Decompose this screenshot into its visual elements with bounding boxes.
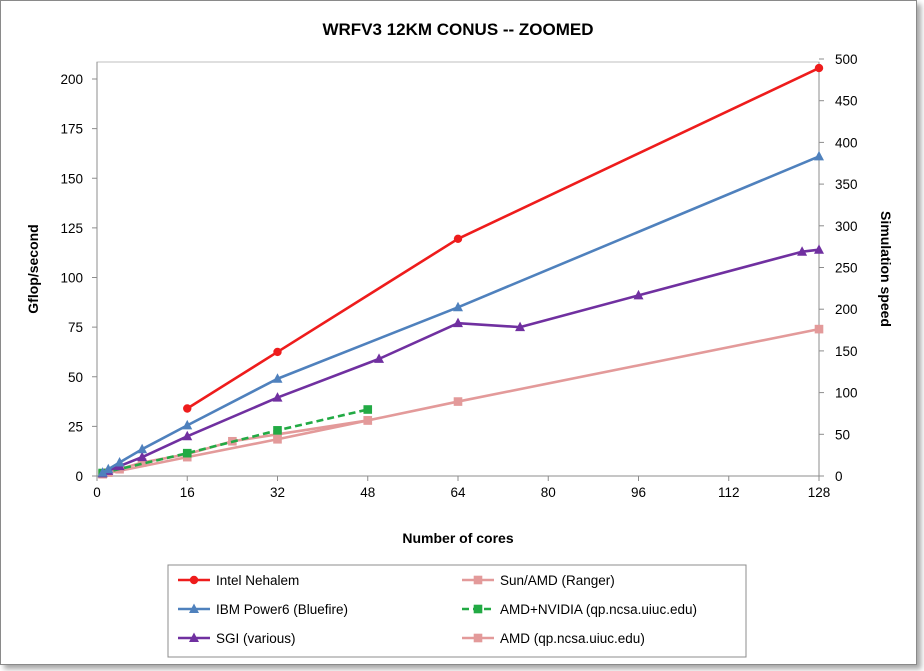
- data-point: [272, 392, 283, 402]
- y2-tick-label: 250: [835, 261, 858, 276]
- legend-swatch-marker: [473, 633, 483, 643]
- plot-area-border: [96, 61, 820, 477]
- data-point: [797, 246, 808, 256]
- y-tick-label: 100: [60, 271, 83, 286]
- legend-label: IBM Power6 (Bluefire): [216, 602, 348, 617]
- y2-tick-label: 300: [835, 219, 858, 234]
- data-point: [453, 397, 463, 406]
- data-point: [97, 467, 108, 477]
- data-point: [814, 63, 824, 73]
- legend-entry: AMD+NVIDIA (qp.ncsa.uiuc.edu): [462, 602, 697, 617]
- y-tick-label: 125: [60, 221, 83, 236]
- data-point: [273, 347, 282, 357]
- y-tick-label: 150: [60, 171, 83, 186]
- y2-tick-label: 450: [835, 94, 858, 109]
- series-ibm-power6-bluefire-: [97, 150, 824, 477]
- x-tick-label: 48: [360, 485, 375, 500]
- series-line: [102, 419, 369, 476]
- y-tick-label: 75: [68, 320, 83, 335]
- x-tick-label: 96: [631, 485, 646, 500]
- legend: Intel Nehalem Sun/AMD (Ranger) IBM Power6 …: [178, 573, 697, 646]
- legend-entry: IBM Power6 (Bluefire): [178, 602, 348, 617]
- y2-tick-label: 500: [835, 52, 858, 67]
- legend-label: Sun/AMD (Ranger): [500, 573, 615, 588]
- data-point: [273, 434, 282, 444]
- legend-swatch-marker: [473, 575, 483, 585]
- legend-swatch-marker: [189, 575, 199, 585]
- data-point: [374, 353, 385, 363]
- legend-entry: SGI (various): [178, 631, 296, 646]
- data-point: [103, 463, 114, 474]
- legend-label: SGI (various): [216, 631, 296, 646]
- x-tick-label: 80: [541, 485, 556, 500]
- data-point: [182, 419, 193, 430]
- data-point: [182, 448, 192, 458]
- legend-label: AMD+NVIDIA (qp.ncsa.uiuc.edu): [500, 602, 697, 617]
- data-point: [633, 289, 644, 300]
- series-line: [102, 408, 369, 475]
- data-point: [137, 458, 147, 467]
- y2-tick-label: 200: [835, 302, 858, 317]
- series-lines: [97, 63, 824, 479]
- y-tick-label: 175: [60, 122, 83, 137]
- y2-tick-label: 0: [835, 469, 843, 484]
- y2-tick-label: 350: [835, 177, 858, 192]
- data-point: [453, 234, 463, 243]
- data-point: [182, 430, 193, 441]
- legend-entry: Sun/AMD (Ranger): [462, 573, 615, 588]
- legend-box: [167, 564, 747, 658]
- data-point: [453, 317, 463, 328]
- data-point: [183, 404, 192, 413]
- series-sun-amd-ranger-: [98, 324, 824, 479]
- series-intel-nehalem: [183, 63, 824, 413]
- y2-axis-label: Simulation speed: [878, 211, 894, 327]
- y-tick-label: 25: [68, 419, 83, 434]
- x-axis-label: Number of cores: [402, 530, 513, 546]
- data-point: [814, 244, 824, 254]
- legend-swatch-marker: [189, 603, 199, 613]
- data-point: [137, 443, 148, 454]
- legend-swatch-marker: [189, 632, 199, 642]
- legend-entry: Intel Nehalem: [178, 573, 299, 588]
- data-point: [814, 324, 824, 334]
- series-line: [102, 248, 820, 475]
- y-axis-label: Gflop/second: [25, 224, 41, 313]
- y-tick-label: 200: [60, 72, 83, 87]
- data-point: [273, 426, 282, 435]
- x-tick-label: 112: [718, 485, 740, 500]
- data-point: [114, 457, 125, 467]
- x-tick-label: 64: [450, 485, 466, 500]
- y2-tick-label: 50: [835, 427, 850, 442]
- data-point: [515, 321, 526, 332]
- data-point: [363, 405, 373, 414]
- data-point: [363, 416, 373, 425]
- x-tick-label: 0: [93, 485, 101, 500]
- chart-title: WRFV3 12KM CONUS -- ZOOMED: [322, 20, 593, 39]
- y-tick-label: 0: [75, 469, 83, 484]
- y2-tick-label: 100: [835, 386, 858, 401]
- data-point: [814, 150, 824, 161]
- y2-tick-label: 150: [835, 344, 858, 359]
- legend-entry: AMD (qp.ncsa.uiuc.edu): [462, 631, 645, 646]
- x-tick-label: 16: [180, 485, 195, 500]
- axis-ticks: 0 16 32 48 64 80 96 112 128 0 25 50 75 100 125 150 175 20…: [60, 52, 857, 500]
- y2-tick-label: 400: [835, 135, 858, 150]
- y-tick-label: 50: [68, 370, 83, 385]
- data-point: [453, 301, 463, 312]
- data-point: [272, 373, 283, 383]
- legend-label: AMD (qp.ncsa.uiuc.edu): [500, 631, 645, 646]
- data-point: [137, 451, 148, 462]
- series-sgi-various-: [97, 244, 824, 478]
- legend-swatch-marker: [473, 604, 483, 614]
- legend-label: Intel Nehalem: [216, 573, 299, 588]
- series-line: [186, 66, 820, 410]
- x-tick-label: 32: [270, 485, 285, 500]
- x-tick-label: 128: [808, 485, 831, 500]
